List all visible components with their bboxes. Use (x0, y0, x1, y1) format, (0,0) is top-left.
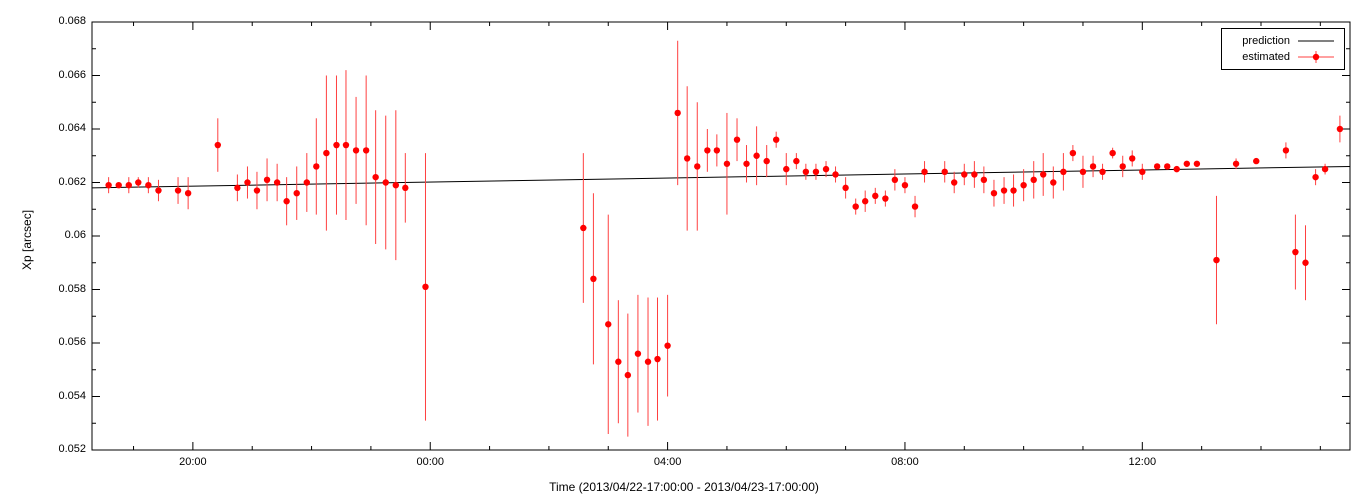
x-tick-label: 20:00 (173, 456, 213, 468)
legend-sample (1296, 34, 1336, 48)
legend-label: estimated (1230, 51, 1290, 63)
y-tick-label: 0.062 (58, 176, 86, 188)
y-tick-label: 0.064 (58, 122, 86, 134)
y-tick-label: 0.052 (58, 443, 86, 455)
x-tick-label: 04:00 (648, 456, 688, 468)
y-tick-label: 0.058 (58, 283, 86, 295)
y-tick-label: 0.054 (58, 390, 86, 402)
x-tick-label: 00:00 (410, 456, 450, 468)
plot-svg (0, 0, 1368, 504)
y-tick-label: 0.056 (58, 336, 86, 348)
x-tick-label: 12:00 (1122, 456, 1162, 468)
y-axis-label: Xp [arcsec] (20, 210, 34, 270)
x-axis-label: Time (2013/04/22-17:00:00 - 2013/04/23-1… (0, 480, 1368, 494)
legend-row: estimated (1230, 49, 1336, 65)
legend-sample (1296, 50, 1336, 64)
legend-label: prediction (1230, 35, 1290, 47)
chart-root: Xp [arcsec] Time (2013/04/22-17:00:00 - … (0, 0, 1368, 504)
y-tick-label: 0.06 (65, 229, 86, 241)
y-tick-label: 0.066 (58, 69, 86, 81)
legend-row: prediction (1230, 33, 1336, 49)
x-tick-label: 08:00 (885, 456, 925, 468)
legend: prediction estimated (1221, 28, 1345, 70)
y-tick-label: 0.068 (58, 15, 86, 27)
